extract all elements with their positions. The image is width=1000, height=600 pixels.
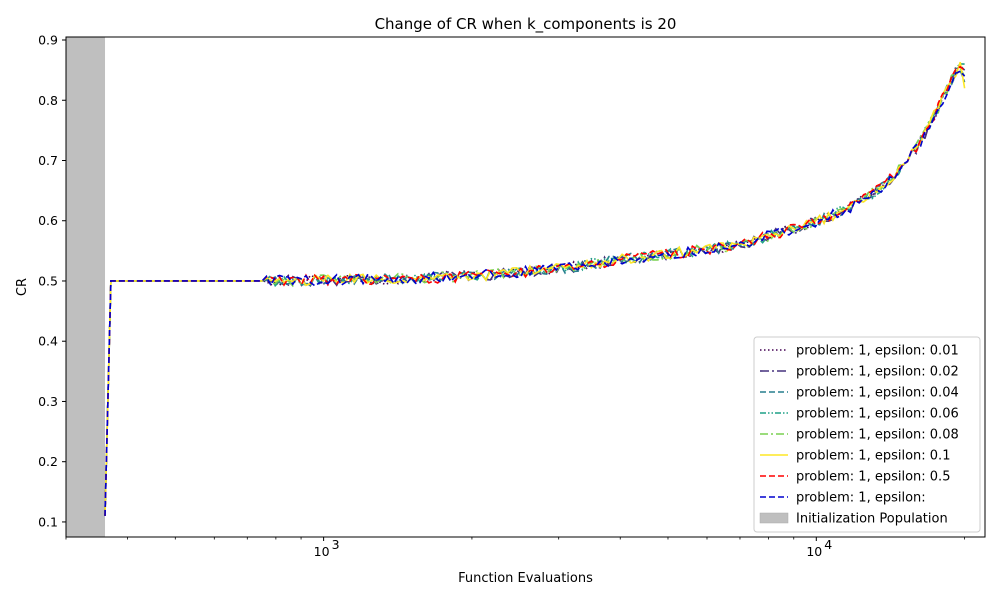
series-line xyxy=(104,64,966,516)
series-line xyxy=(104,70,966,516)
x-tick-label: 10 xyxy=(314,544,330,559)
series-line xyxy=(104,68,966,516)
y-tick-label: 0.4 xyxy=(38,334,58,349)
x-tick-exponent: 4 xyxy=(824,537,832,552)
legend-label: problem: 1, epsilon: 0.5 xyxy=(796,470,950,485)
x-tick-label: 10 xyxy=(806,544,822,559)
initialization-region xyxy=(66,37,106,537)
x-tick-exponent: 3 xyxy=(332,537,340,552)
legend: problem: 1, epsilon: 0.01 problem: 1, eps… xyxy=(753,336,981,533)
legend-label: problem: 1, epsilon: 0.1 xyxy=(796,449,950,464)
legend-label: problem: 1, epsilon: 0.08 xyxy=(796,428,959,443)
y-tick-label: 0.6 xyxy=(38,213,58,228)
axis-ticks: 0.10.20.30.40.50.60.70.80.910 3 10 4 xyxy=(38,33,966,559)
legend-box xyxy=(753,336,981,533)
y-tick-label: 0.1 xyxy=(38,514,58,529)
series-line xyxy=(104,65,966,516)
legend-label: problem: 1, epsilon: 0.02 xyxy=(796,365,959,380)
plot-frame xyxy=(65,36,986,538)
legend-label: problem: 1, epsilon: 0.06 xyxy=(796,407,959,422)
y-tick-label: 0.3 xyxy=(38,394,58,409)
y-tick-label: 0.2 xyxy=(38,454,58,469)
chart-title: Change of CR when k_components is 20 xyxy=(375,15,677,34)
y-tick-label: 0.5 xyxy=(38,273,58,288)
y-tick-label: 0.8 xyxy=(38,93,58,108)
legend-label: problem: 1, epsilon: 0.01 xyxy=(796,344,959,359)
legend-label: problem: 1, epsilon: xyxy=(796,491,926,506)
legend-patch xyxy=(759,512,789,524)
x-axis-label: Function Evaluations xyxy=(458,571,593,586)
legend-label: Initialization Population xyxy=(796,512,948,527)
plot-area xyxy=(66,37,966,537)
y-tick-label: 0.9 xyxy=(38,33,58,48)
y-tick-label: 0.7 xyxy=(38,153,58,168)
legend-label: problem: 1, epsilon: 0.04 xyxy=(796,386,959,401)
y-axis-label: CR xyxy=(15,278,30,296)
